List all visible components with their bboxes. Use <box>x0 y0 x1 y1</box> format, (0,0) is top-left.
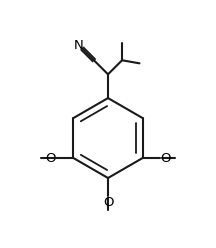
Text: O: O <box>45 152 56 164</box>
Text: N: N <box>74 39 84 52</box>
Text: O: O <box>103 196 113 209</box>
Text: O: O <box>160 152 171 164</box>
